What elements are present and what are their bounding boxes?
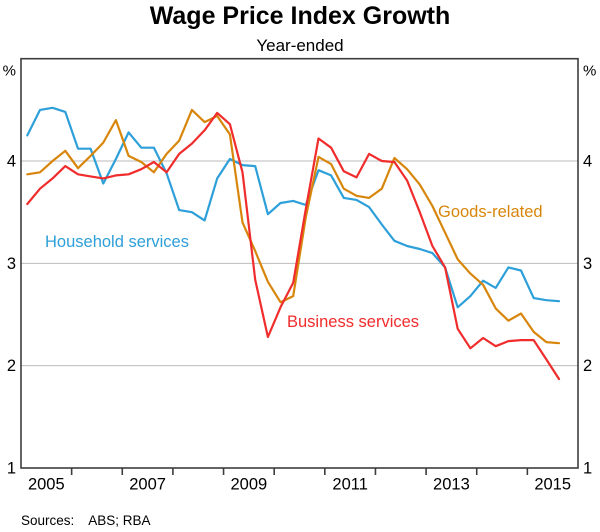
sources-value: ABS; RBA — [88, 513, 151, 528]
plot-border — [20, 57, 579, 469]
y-axis-tick-label-right: 1 — [583, 460, 592, 478]
y-axis-tick-label-right: 3 — [583, 255, 592, 273]
chart-subtitle: Year-ended — [256, 36, 344, 55]
x-axis-year-label: 2013 — [433, 476, 470, 494]
y-axis-unit-left: % — [3, 63, 16, 80]
y-axis-tick-label-left: 1 — [7, 460, 16, 478]
x-axis-year-label: 2007 — [129, 476, 166, 494]
x-axis-year-label: 2011 — [332, 476, 367, 494]
chart-title: Wage Price Index Growth — [149, 2, 451, 30]
sources-label: Sources: — [21, 513, 75, 528]
y-axis-tick-label-right: 2 — [583, 357, 592, 375]
series-label-household-services: Household services — [45, 233, 189, 251]
y-axis-unit-right: % — [583, 63, 596, 80]
series-label-business-services: Business services — [287, 313, 420, 331]
x-axis-year-label: 2005 — [28, 476, 65, 494]
series-line-household-services — [26, 106, 561, 309]
sources-note: Sources: ABS; RBA — [21, 513, 151, 528]
y-axis-tick-label-right: 4 — [583, 153, 592, 171]
y-axis-tick-label-left: 2 — [7, 357, 16, 375]
series-line-business-services — [26, 111, 561, 381]
x-axis-year-label: 2009 — [231, 476, 268, 494]
x-axis-year-label: 2015 — [534, 476, 571, 494]
series-label-goods-related: Goods-related — [438, 203, 543, 221]
y-axis-tick-label-left: 3 — [7, 255, 16, 273]
series-line-goods-related — [26, 108, 561, 345]
y-axis-tick-label-left: 4 — [7, 153, 16, 171]
